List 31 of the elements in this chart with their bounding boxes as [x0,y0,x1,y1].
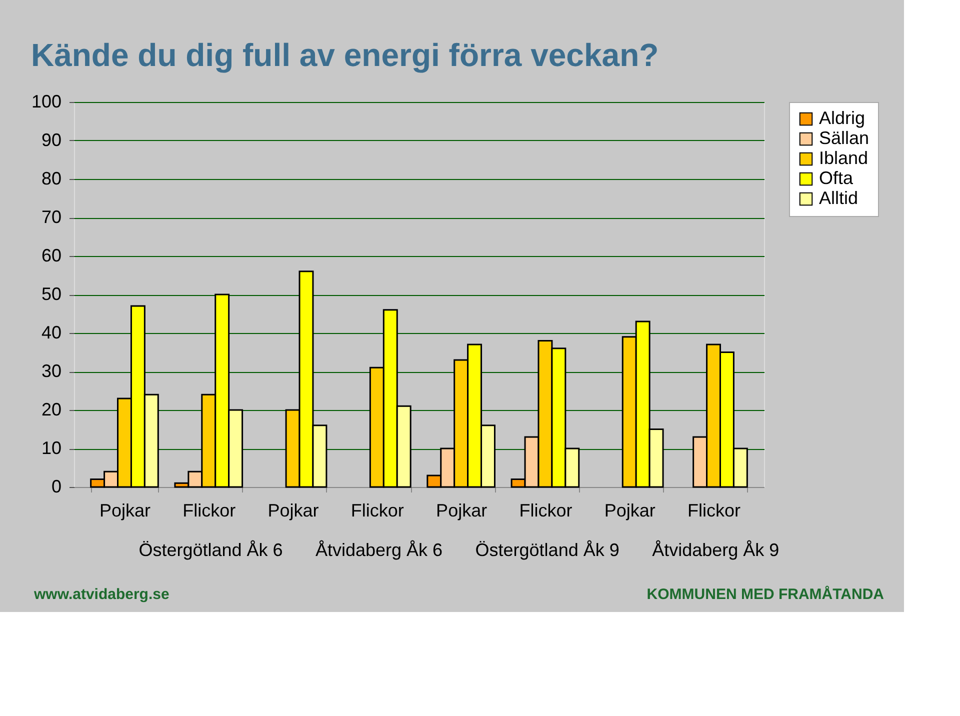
legend-label: Ofta [819,168,854,188]
text: Östergötland Åk 6 [138,540,283,560]
x-tick-label: Pojkar [268,500,319,520]
y-tick-label: 90 [41,130,62,150]
legend-label: Sällan [819,128,870,148]
legend-label: Aldrig [819,108,866,128]
x-tick-label: Pojkar [436,500,488,520]
y-tick-label: 20 [41,400,62,420]
legend-label: Alltid [819,188,858,208]
x-tick-label: Pojkar [99,500,151,520]
text: Östergötland Åk 9 [475,540,620,560]
legend-label: Ibland [819,148,868,168]
y-tick-label: 40 [41,322,62,342]
chart-title: Kände du dig full av energi förra veckan? [30,37,659,73]
y-tick-label: 10 [41,438,62,458]
x-tick-label: Flickor [688,500,741,520]
x-tick-label: Pojkar [604,500,656,520]
text: www.atvidaberg.se [33,586,170,603]
text: Åtvidaberg Åk 6 [315,540,443,560]
x-tick-label: Flickor [182,500,236,520]
text: Åtvidaberg Åk 9 [652,540,780,560]
y-tick-label: 70 [41,207,62,227]
y-tick-label: 50 [41,284,62,304]
x-tick-label: Flickor [519,500,572,520]
y-tick-label: 100 [31,92,62,112]
y-tick-label: 30 [41,361,62,381]
text: KOMMUNEN MED FRAMÅTANDA [646,585,884,603]
y-tick-label: 60 [41,246,62,266]
y-tick-label: 80 [41,168,62,188]
x-tick-label: Flickor [350,500,404,520]
y-tick-label: 0 [51,476,62,496]
